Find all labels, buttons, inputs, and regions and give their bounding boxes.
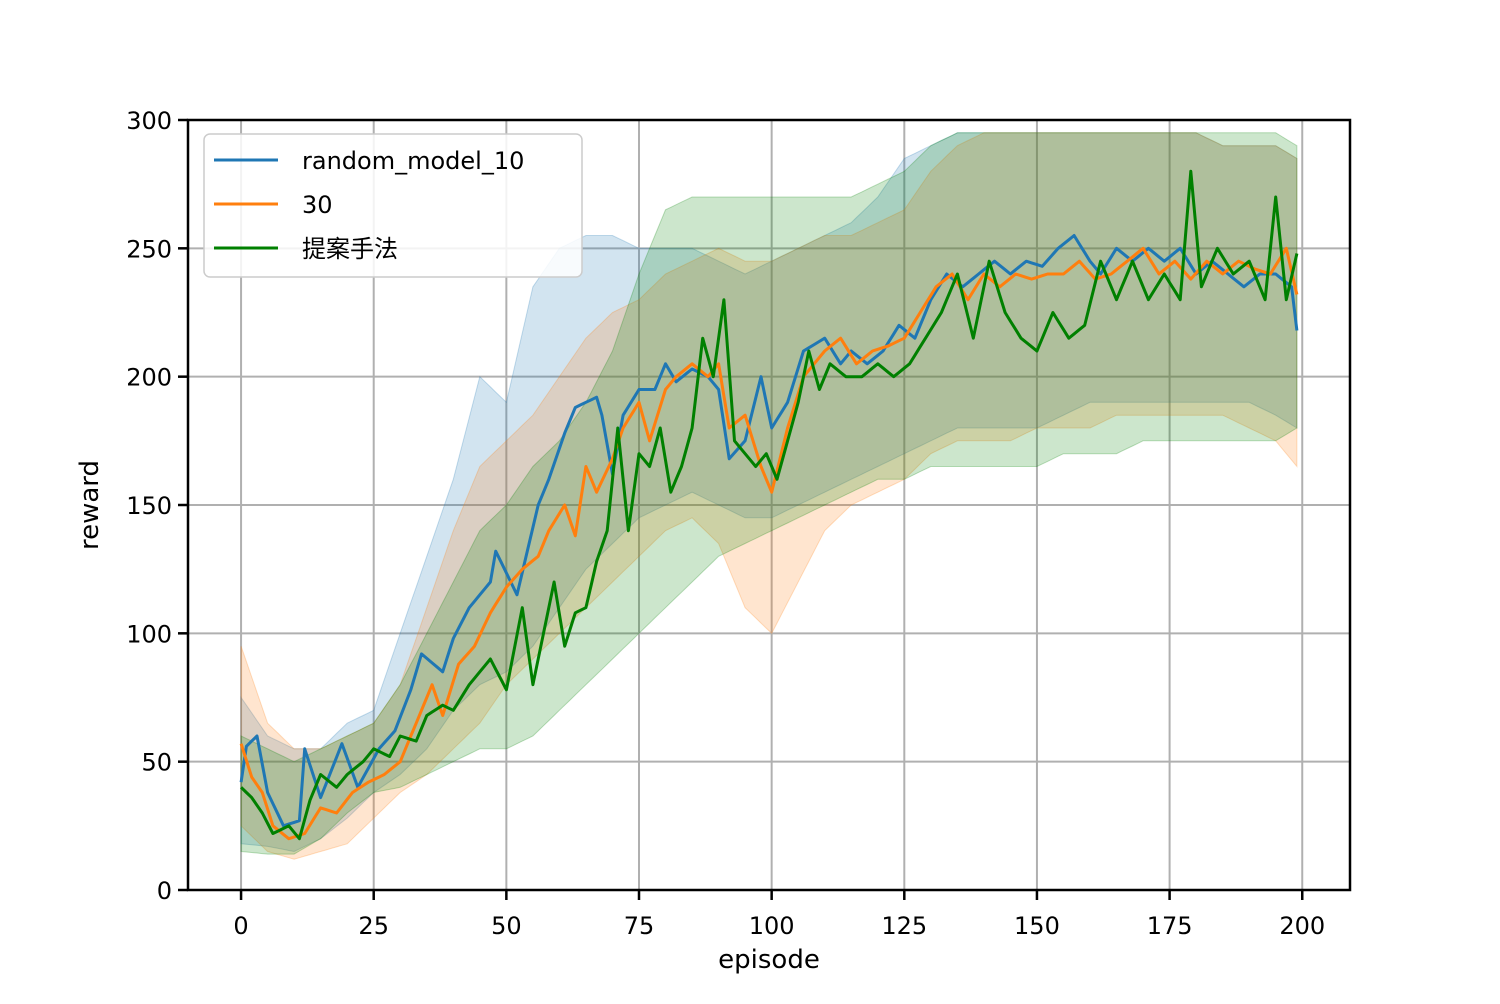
series-lines [239, 169, 1299, 841]
grid [188, 119, 1350, 891]
legend-label-30: 30 [302, 191, 333, 219]
y-tick-label: 250 [126, 235, 172, 263]
x-tick-label: 50 [491, 912, 522, 940]
legend-box [203, 133, 583, 278]
x-tick-label: 0 [233, 912, 248, 940]
y-tick-label: 200 [126, 364, 172, 392]
axis-ticks: 0 25 50 75 100 125 150 175 200 0 50 100 150 200 250 300 [126, 107, 1325, 940]
legend-label-random-model-10: random_model_10 [302, 147, 524, 175]
y-axis-label: reward [75, 460, 105, 550]
y-tick-label: 50 [141, 749, 172, 777]
legend-label-proposed-method: 提案手法 [302, 235, 398, 263]
band-30 [240, 132, 1298, 860]
x-tick-label: 25 [358, 912, 389, 940]
band-proposed-method [240, 132, 1298, 855]
y-tick-label: 0 [157, 877, 172, 905]
x-axis-label: episode [718, 945, 820, 975]
legend: random_model_10 30 提案手法 [203, 133, 583, 278]
x-tick-label: 75 [624, 912, 655, 940]
x-tick-label: 200 [1279, 912, 1325, 940]
confidence-bands [240, 132, 1298, 860]
series-line-random-model-10 [239, 234, 1299, 828]
x-tick-label: 175 [1147, 912, 1193, 940]
band-random-model-10 [240, 132, 1298, 853]
x-tick-label: 100 [749, 912, 795, 940]
y-tick-label: 100 [126, 620, 172, 648]
series-line-proposed-method [240, 169, 1299, 841]
y-tick-label: 300 [126, 107, 172, 135]
x-tick-label: 125 [881, 912, 927, 940]
series-line-30 [239, 246, 1299, 841]
x-tick-label: 150 [1014, 912, 1060, 940]
y-tick-label: 150 [126, 492, 172, 520]
